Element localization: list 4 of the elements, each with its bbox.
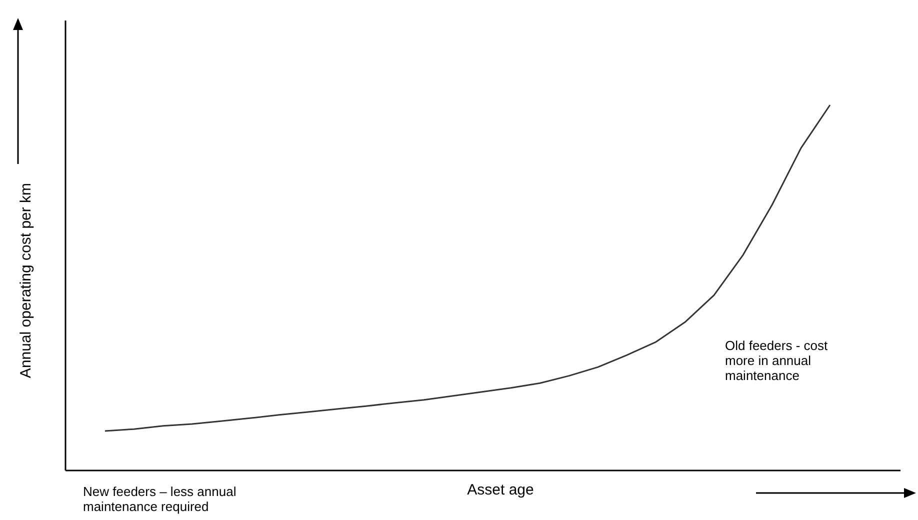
y-axis-title: Annual operating cost per km — [18, 182, 34, 378]
annotation: Old feeders - cost more in annual maintenance — [725, 338, 828, 383]
text: New feeders – less annual maintenance required — [83, 484, 236, 514]
x-axis-title: Asset age — [467, 482, 534, 498]
